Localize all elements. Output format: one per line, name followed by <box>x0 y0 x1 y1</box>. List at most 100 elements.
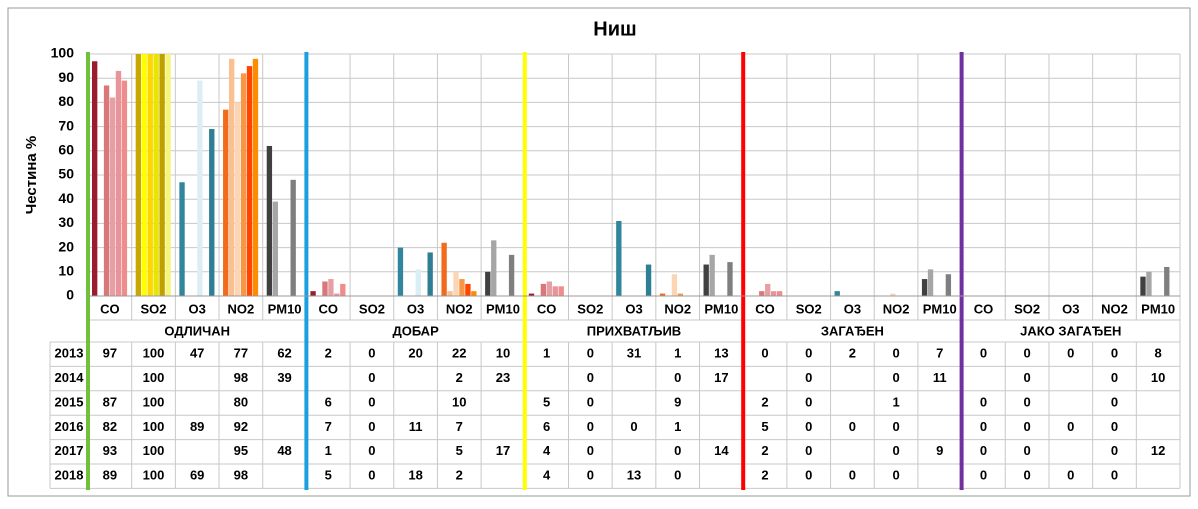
y-axis-label: Честина % <box>23 136 40 215</box>
bar <box>427 252 433 296</box>
table-cell: 0 <box>587 370 594 385</box>
table-cell: 0 <box>368 346 375 361</box>
bar <box>528 293 535 296</box>
table-cell: 5 <box>325 468 332 483</box>
table-row-label: 2013 <box>55 346 84 361</box>
table-cell: 48 <box>277 443 291 458</box>
bar <box>135 54 142 296</box>
bar <box>770 291 777 296</box>
table-cell: 0 <box>805 346 812 361</box>
bar <box>709 254 715 296</box>
bar <box>540 283 547 296</box>
table-cell: 10 <box>452 394 466 409</box>
table-cell: 1 <box>543 346 550 361</box>
bar <box>508 254 515 296</box>
table-cell: 2 <box>325 346 332 361</box>
table-cell: 0 <box>892 419 899 434</box>
table-cell: 47 <box>190 346 204 361</box>
table-cell: 0 <box>368 370 375 385</box>
bar <box>272 201 279 296</box>
table-cell: 2 <box>456 370 463 385</box>
y-tick-label: 40 <box>58 190 74 206</box>
table-cell: 0 <box>587 419 594 434</box>
x-tick-label: PM10 <box>1141 301 1175 316</box>
table-cell: 100 <box>143 468 165 483</box>
table-cell: 97 <box>103 346 117 361</box>
table-cell: 9 <box>936 443 943 458</box>
table-cell: 0 <box>892 468 899 483</box>
table-cell: 0 <box>630 419 637 434</box>
bar <box>228 58 235 297</box>
x-tick-label: NO2 <box>228 301 255 316</box>
bar <box>159 54 165 296</box>
y-tick-label: 60 <box>58 142 74 158</box>
y-tick-label: 10 <box>58 263 74 279</box>
bar <box>441 242 447 296</box>
table-row-label: 2014 <box>55 370 85 385</box>
bar <box>322 281 328 296</box>
table-cell: 0 <box>849 468 856 483</box>
table-cell: 0 <box>805 443 812 458</box>
y-tick-label: 30 <box>58 214 74 230</box>
table-cell: 100 <box>143 370 165 385</box>
table-cell: 0 <box>1067 346 1074 361</box>
bar <box>671 274 678 296</box>
table-cell: 0 <box>1024 419 1031 434</box>
bar <box>459 279 465 296</box>
table-cell: 92 <box>234 419 248 434</box>
bar <box>890 293 896 296</box>
bar <box>141 54 147 296</box>
table-cell: 7 <box>325 419 332 434</box>
bar <box>552 286 558 296</box>
table-cell: 93 <box>103 443 117 458</box>
table-cell: 0 <box>1111 346 1118 361</box>
x-tick-label: CO <box>100 301 120 316</box>
bar <box>471 291 477 296</box>
bar <box>759 291 765 296</box>
table-cell: 69 <box>190 468 204 483</box>
bar <box>209 129 215 296</box>
bar <box>165 54 171 296</box>
x-tick-label: PM10 <box>923 301 957 316</box>
bar <box>558 286 564 296</box>
x-tick-label: PM10 <box>704 301 738 316</box>
table-cell: 0 <box>1024 346 1031 361</box>
table-cell: 77 <box>234 346 248 361</box>
bar <box>645 264 652 296</box>
table-row-label: 2015 <box>55 394 84 409</box>
table-cell: 0 <box>980 443 987 458</box>
bar <box>703 264 709 296</box>
x-tick-label: NO2 <box>883 301 910 316</box>
table-cell: 10 <box>496 346 510 361</box>
x-tick-label: O3 <box>189 301 206 316</box>
table-cell: 0 <box>1111 468 1118 483</box>
table-cell: 0 <box>1024 370 1031 385</box>
table-cell: 0 <box>761 346 768 361</box>
bar <box>153 54 159 296</box>
bar <box>921 279 928 296</box>
bar <box>485 271 491 296</box>
table-cell: 0 <box>892 443 899 458</box>
bar <box>340 283 346 296</box>
table-cell: 39 <box>277 370 291 385</box>
bar <box>290 179 296 296</box>
table-cell: 0 <box>849 419 856 434</box>
table-cell: 0 <box>1024 443 1031 458</box>
y-tick-label: 80 <box>58 93 74 109</box>
table-cell: 0 <box>674 370 681 385</box>
x-tick-label: NO2 <box>446 301 473 316</box>
table-cell: 12 <box>1151 443 1165 458</box>
table-row-label: 2017 <box>55 443 84 458</box>
table-cell: 0 <box>368 468 375 483</box>
table-cell: 98 <box>234 370 248 385</box>
y-tick-label: 20 <box>58 238 74 254</box>
x-tick-label: O3 <box>1062 301 1079 316</box>
bar <box>659 293 666 296</box>
table-cell: 0 <box>805 370 812 385</box>
table-cell: 5 <box>543 394 550 409</box>
bar <box>240 73 247 296</box>
bar <box>945 274 952 296</box>
x-tick-label: CO <box>974 301 994 316</box>
table-cell: 0 <box>368 419 375 434</box>
